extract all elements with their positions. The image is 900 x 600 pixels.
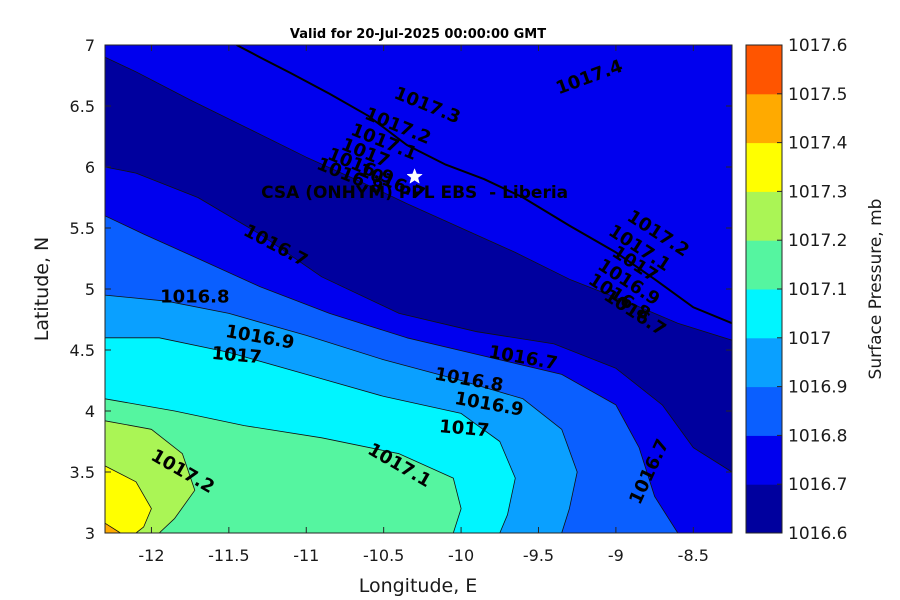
- x-tick-label: -9.5: [523, 546, 554, 565]
- colorbar: 1016.6 1016.7 1016.8 1016.9 1017 1017.1 1017.2…: [745, 36, 847, 544]
- x-tick-label: -12: [138, 546, 164, 565]
- colorbar-swatch: [746, 45, 782, 95]
- site-star-icon: [406, 168, 423, 184]
- colorbar-swatch: [746, 289, 782, 339]
- colorbar-tick-label: 1017.6: [788, 36, 847, 56]
- colorbar-tick-label: 1016.7: [788, 475, 847, 495]
- colorbar-tick-label: 1017.4: [788, 134, 847, 154]
- coastline: [236, 45, 732, 325]
- y-tick-label: 5: [85, 280, 95, 299]
- colorbar-swatch: [746, 484, 782, 534]
- x-axis-label: Longitude, E: [359, 575, 478, 597]
- colorbar-tick-label: 1017: [788, 329, 831, 349]
- colorbar-tick-label: 1016.8: [788, 426, 847, 446]
- y-tick-label: 5.5: [70, 219, 95, 238]
- colorbar-tick-label: 1017.3: [788, 182, 847, 202]
- site-label: CSA (ONHYM) PPL EBS - Liberia: [261, 183, 568, 203]
- y-tick-label: 4: [85, 402, 95, 421]
- y-tick-label: 6.5: [70, 97, 95, 116]
- filled-contour-regions: [105, 45, 732, 533]
- colorbar-swatch: [746, 93, 782, 144]
- coastline-line: [236, 45, 732, 325]
- colorbar-swatch: [746, 191, 782, 241]
- x-tick-label: -8.5: [678, 546, 709, 565]
- x-tick-label: -9: [608, 546, 624, 565]
- site-marker-group: CSA (ONHYM) PPL EBS - Liberia: [261, 168, 568, 203]
- colorbar-swatch: [746, 435, 782, 485]
- contour-label-17: 1017: [211, 343, 263, 368]
- x-tick-label: -11.5: [208, 546, 249, 565]
- colorbar-tick-label: 1017.2: [788, 231, 847, 251]
- colorbar-swatch: [746, 337, 782, 388]
- contour-label-15: 1016.8: [160, 287, 229, 308]
- colorbar-tick-label: 1016.6: [788, 524, 847, 544]
- colorbar-label: Surface Pressure, mb: [866, 199, 886, 380]
- colorbar-tick-label: 1017.5: [788, 85, 847, 105]
- colorbar-swatch: [746, 240, 782, 290]
- colorbar-swatch: [746, 386, 782, 436]
- y-tick-label: 3: [85, 524, 95, 543]
- contour-region-15: [105, 465, 152, 533]
- contour-label-21: 1017: [438, 416, 490, 441]
- y-axis-label: Latitude, N: [31, 237, 53, 342]
- y-tick-label: 7: [85, 36, 95, 55]
- x-tick-label: -10.5: [363, 546, 404, 565]
- colorbar-tick-label: 1016.9: [788, 378, 847, 398]
- y-tick-label: 3.5: [70, 463, 95, 482]
- contour-region-16: [105, 522, 121, 533]
- y-axis-ticks: 3 3.5 4 4.5 5 5.5 6 6.5 7: [70, 36, 732, 543]
- colorbar-swatch: [746, 142, 782, 192]
- colorbar-tick-label: 1017.1: [788, 280, 847, 300]
- y-tick-label: 4.5: [70, 341, 95, 360]
- contour-region-8: [105, 45, 732, 341]
- x-tick-label: -10: [448, 546, 474, 565]
- x-axis-ticks: -12 -11.5 -11 -10.5 -10 -9.5 -9 -8.5: [138, 45, 709, 565]
- contour-region-13: [105, 398, 462, 533]
- chart-title: Valid for 20-Jul-2025 00:00:00 GMT: [290, 27, 546, 42]
- x-tick-label: -11: [293, 546, 319, 565]
- y-tick-label: 6: [85, 158, 95, 177]
